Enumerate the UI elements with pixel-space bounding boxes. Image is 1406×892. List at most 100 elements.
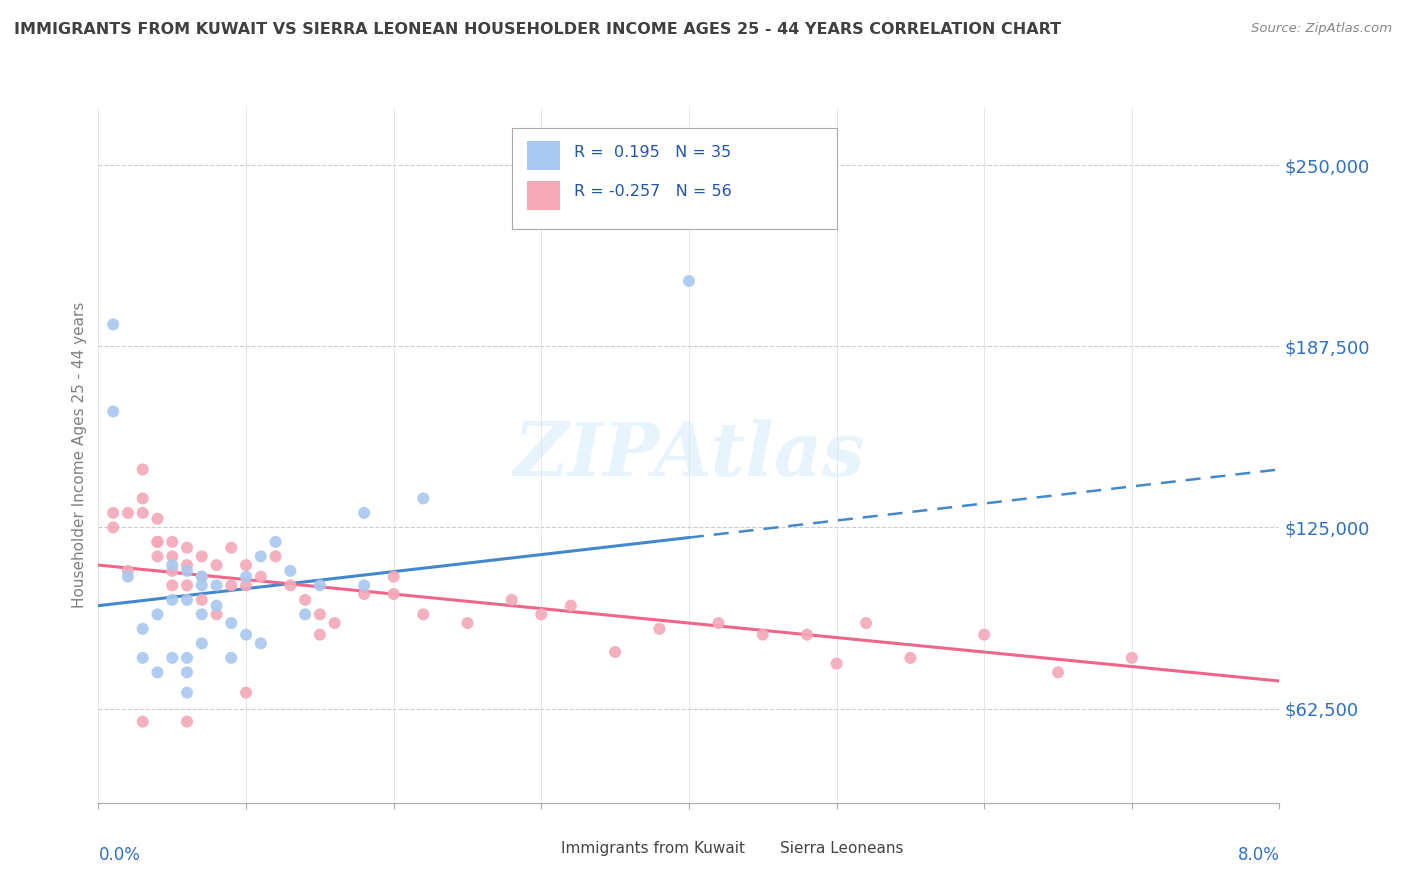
Point	[162, 651, 183, 665]
Point	[117, 570, 139, 584]
Point	[235, 558, 257, 573]
Text: 8.0%: 8.0%	[1237, 847, 1279, 864]
Text: R = -0.257   N = 56: R = -0.257 N = 56	[575, 185, 733, 200]
Point	[176, 558, 198, 573]
Point	[146, 665, 169, 680]
Point	[707, 615, 730, 630]
Point	[132, 491, 155, 506]
Text: ZIPAtlas: ZIPAtlas	[513, 418, 865, 491]
Point	[176, 651, 198, 665]
Point	[146, 511, 169, 525]
Point	[353, 587, 375, 601]
Point	[219, 541, 242, 555]
Point	[132, 462, 155, 476]
Point	[294, 607, 316, 622]
Point	[176, 541, 198, 555]
Point	[205, 607, 228, 622]
Text: Source: ZipAtlas.com: Source: ZipAtlas.com	[1251, 22, 1392, 36]
Point	[278, 578, 301, 592]
Bar	[742, 839, 768, 863]
Point	[264, 549, 287, 564]
Point	[250, 549, 273, 564]
Point	[146, 549, 169, 564]
Point	[1046, 665, 1069, 680]
Point	[294, 592, 316, 607]
Point	[308, 578, 332, 592]
Point	[117, 564, 139, 578]
Point	[132, 622, 155, 636]
Point	[103, 520, 124, 534]
Point	[530, 607, 553, 622]
Point	[132, 714, 155, 729]
Point	[117, 506, 139, 520]
Point	[219, 615, 242, 630]
Point	[219, 651, 242, 665]
Point	[382, 587, 405, 601]
Point	[103, 318, 124, 332]
Point	[353, 578, 375, 592]
Point	[250, 636, 273, 650]
Point	[250, 570, 273, 584]
Point	[176, 665, 198, 680]
Point	[855, 615, 877, 630]
Text: IMMIGRANTS FROM KUWAIT VS SIERRA LEONEAN HOUSEHOLDER INCOME AGES 25 - 44 YEARS C: IMMIGRANTS FROM KUWAIT VS SIERRA LEONEAN…	[14, 22, 1062, 37]
Point	[191, 607, 214, 622]
Bar	[527, 181, 560, 210]
Point	[973, 628, 995, 642]
Point	[751, 628, 773, 642]
Y-axis label: Householder Income Ages 25 - 44 years: Householder Income Ages 25 - 44 years	[72, 301, 87, 608]
Bar	[527, 141, 560, 170]
Point	[176, 578, 198, 592]
Point	[678, 274, 700, 288]
Point	[191, 592, 214, 607]
Point	[605, 645, 627, 659]
Point	[162, 592, 183, 607]
Point	[308, 607, 332, 622]
Point	[162, 549, 183, 564]
Text: R =  0.195   N = 35: R = 0.195 N = 35	[575, 145, 731, 160]
Point	[825, 657, 848, 671]
Point	[176, 564, 198, 578]
Point	[382, 570, 405, 584]
Point	[162, 558, 183, 573]
Point	[235, 578, 257, 592]
Point	[501, 592, 523, 607]
Point	[176, 685, 198, 699]
Point	[235, 685, 257, 699]
Point	[796, 628, 818, 642]
Bar	[523, 839, 550, 863]
Point	[176, 714, 198, 729]
Point	[456, 615, 478, 630]
Point	[103, 506, 124, 520]
Point	[353, 506, 375, 520]
Text: Immigrants from Kuwait: Immigrants from Kuwait	[561, 841, 745, 856]
Point	[191, 636, 214, 650]
Point	[162, 578, 183, 592]
Point	[205, 578, 228, 592]
FancyBboxPatch shape	[512, 128, 837, 229]
Point	[132, 506, 155, 520]
Point	[132, 651, 155, 665]
Point	[205, 558, 228, 573]
Point	[162, 534, 183, 549]
Point	[176, 592, 198, 607]
Point	[648, 622, 671, 636]
Point	[412, 607, 434, 622]
Point	[219, 578, 242, 592]
Point	[191, 570, 214, 584]
Point	[412, 491, 434, 506]
Point	[235, 570, 257, 584]
Point	[235, 628, 257, 642]
Point	[560, 599, 582, 613]
Point	[1121, 651, 1143, 665]
Point	[323, 615, 346, 630]
Point	[308, 628, 332, 642]
Point	[146, 534, 169, 549]
Point	[898, 651, 921, 665]
Point	[264, 534, 287, 549]
Point	[191, 549, 214, 564]
Point	[191, 578, 214, 592]
Point	[205, 599, 228, 613]
Point	[146, 607, 169, 622]
Point	[278, 564, 301, 578]
